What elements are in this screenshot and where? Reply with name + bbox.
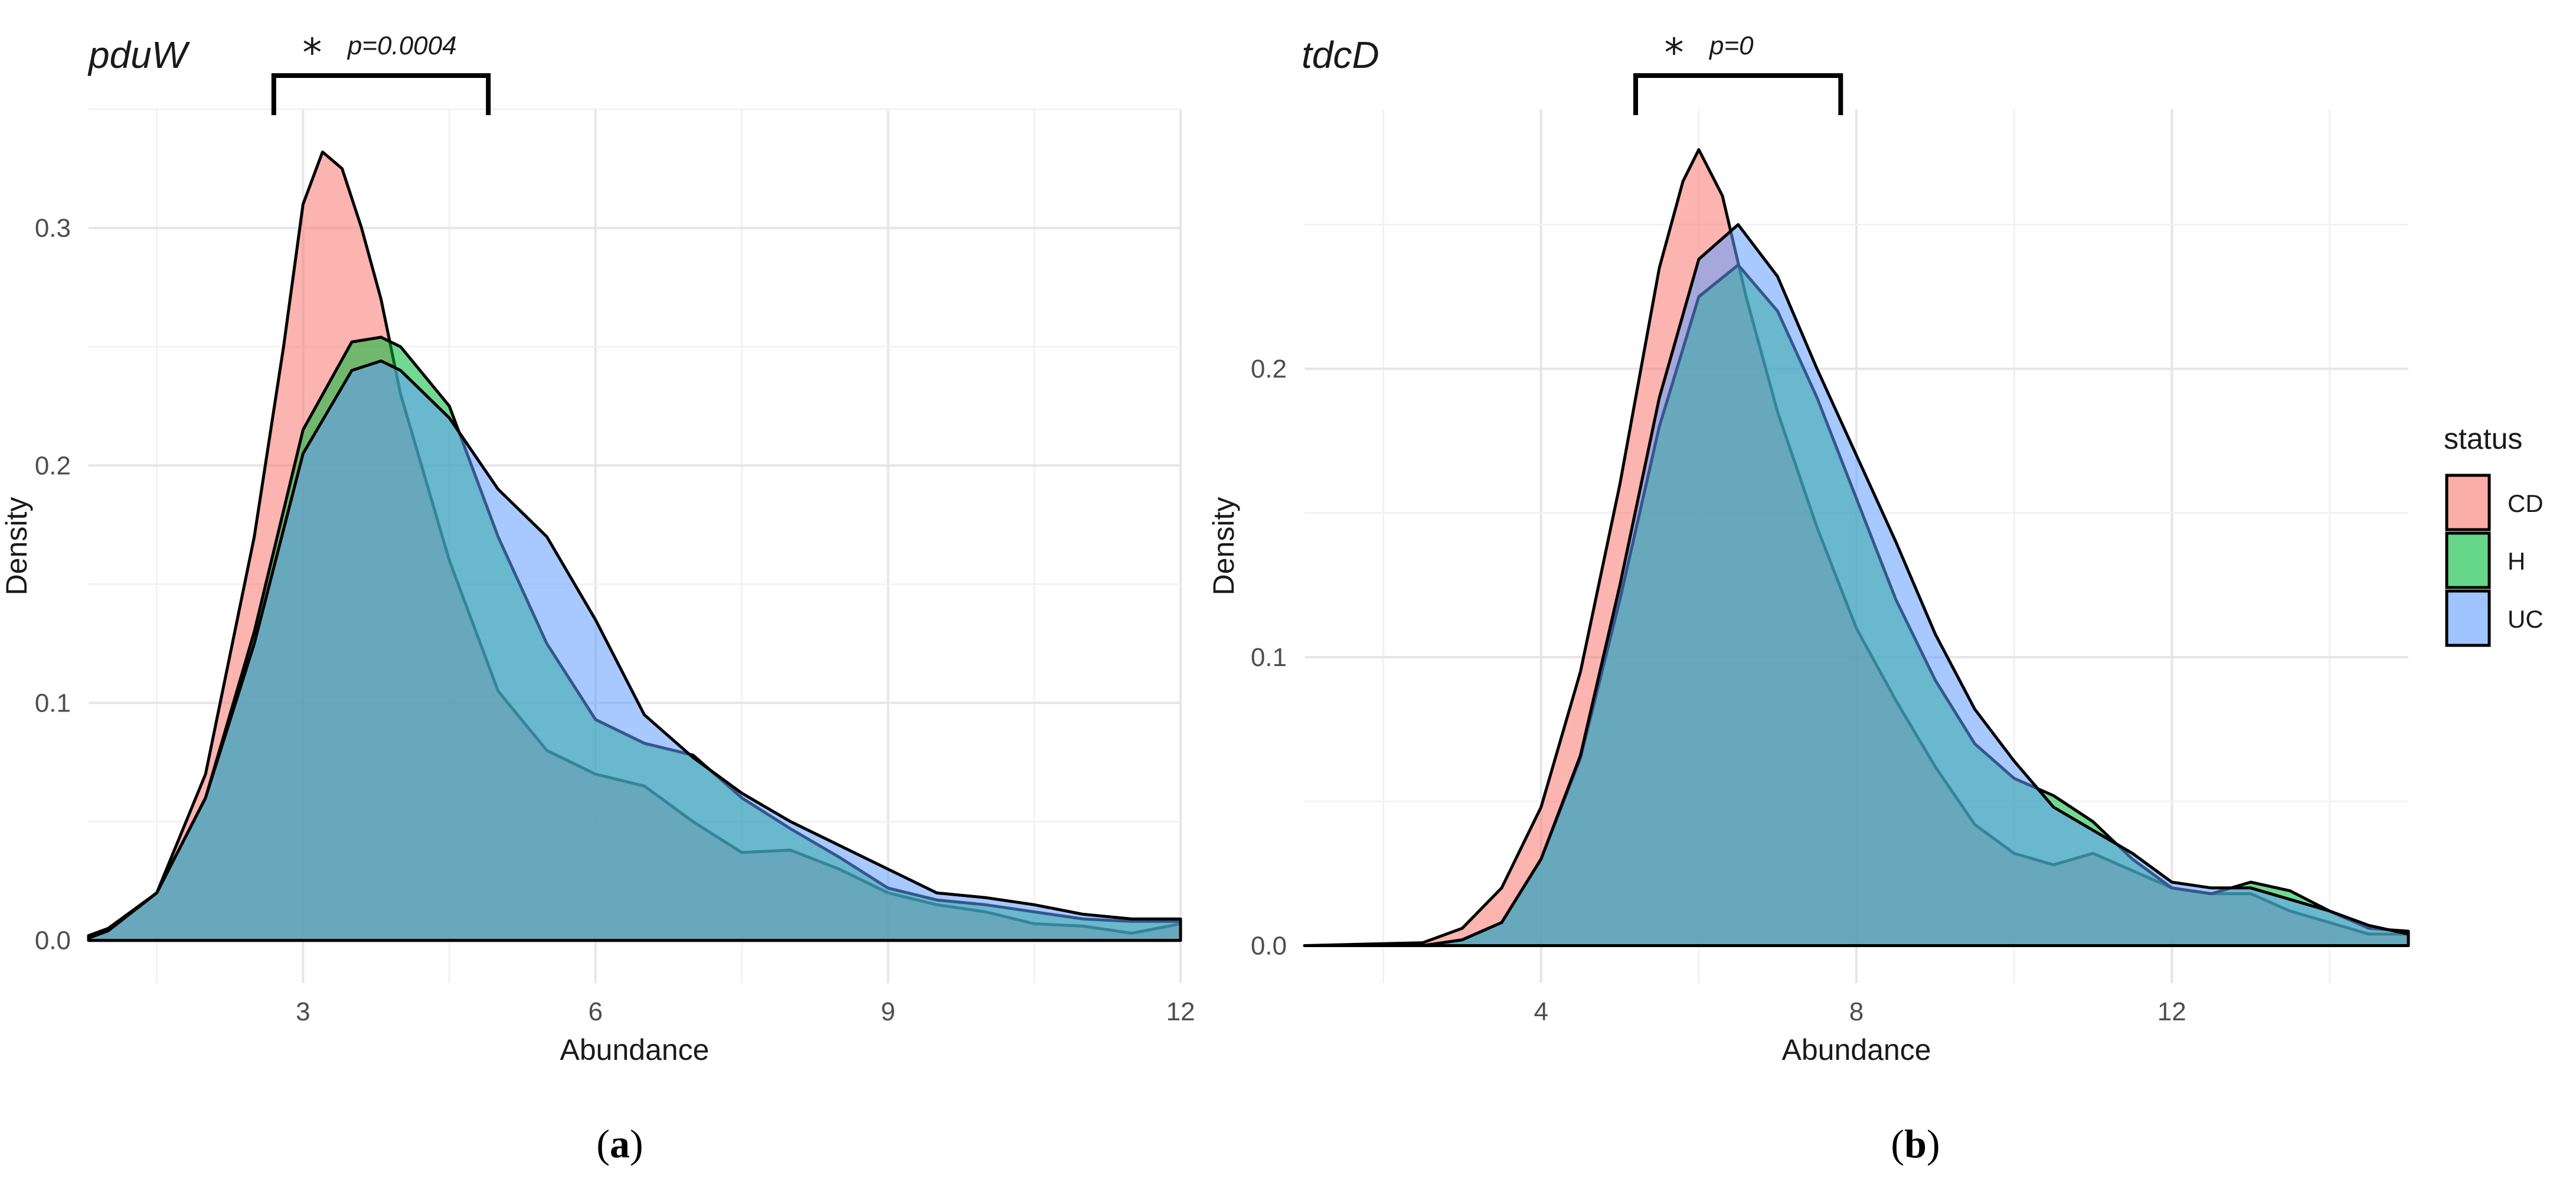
y-tick-label: 0.1 — [1251, 643, 1287, 672]
y-tick-label: 0.2 — [35, 451, 71, 480]
x-tick-label: 3 — [296, 997, 310, 1026]
panel-a: 3 6 9 12 0.0 0.1 0.2 0.3 Abundance Density pduW * p=… — [0, 30, 1195, 1166]
y-tick-label: 0.2 — [1251, 355, 1287, 384]
x-tick-label: 4 — [1534, 997, 1548, 1026]
panel-caption: (b) — [1891, 1121, 1940, 1166]
density-area-uc — [87, 359, 1182, 942]
y-axis-label: Density — [1207, 497, 1240, 596]
y-tick-label: 0.0 — [35, 926, 71, 955]
panel-title: tdcD — [1302, 34, 1379, 76]
x-tick-label: 12 — [1166, 997, 1195, 1026]
x-tick-label: 8 — [1849, 997, 1864, 1026]
caption-open: ( — [1891, 1121, 1904, 1166]
density-area-uc — [1303, 223, 2410, 947]
x-tick-label: 9 — [881, 997, 895, 1026]
legend-label-h: H — [2508, 547, 2525, 575]
x-axis-label: Abundance — [1781, 1033, 1931, 1066]
legend: status CD H UC — [2444, 422, 2544, 647]
legend-label-uc: UC — [2508, 605, 2544, 633]
x-tick-label: 12 — [2157, 997, 2186, 1026]
significance-bracket — [1633, 73, 1843, 115]
x-tick-label: 6 — [589, 997, 603, 1026]
panel-title: pduW — [87, 34, 191, 76]
x-axis-label: Abundance — [560, 1033, 709, 1066]
y-tick-label: 0.3 — [35, 214, 71, 243]
panel-caption: (a) — [596, 1121, 643, 1166]
y-tick-label: 0.1 — [35, 688, 71, 717]
significance-star: * — [302, 30, 322, 76]
legend-title: status — [2444, 422, 2522, 455]
caption-close: ) — [630, 1121, 643, 1166]
legend-label-cd: CD — [2508, 489, 2544, 517]
caption-close: ) — [1927, 1121, 1940, 1166]
significance-bracket — [271, 73, 491, 115]
y-axis-label: Density — [0, 497, 33, 596]
p-value-label: p=0 — [1708, 31, 1754, 60]
y-tick-label: 0.0 — [1251, 932, 1287, 961]
legend-swatch-h — [2445, 531, 2491, 589]
legend-swatch-cd — [2445, 474, 2491, 531]
caption-letter: b — [1904, 1121, 1927, 1166]
caption-letter: a — [610, 1121, 630, 1166]
significance-star: * — [1665, 30, 1684, 76]
caption-open: ( — [596, 1121, 610, 1166]
p-value-label: p=0.0004 — [346, 31, 457, 60]
panel-b: 4 8 12 0.0 0.1 0.2 Abundance Density tdcD * p=0 (b) — [1207, 30, 2410, 1166]
legend-swatch-uc — [2445, 589, 2491, 647]
